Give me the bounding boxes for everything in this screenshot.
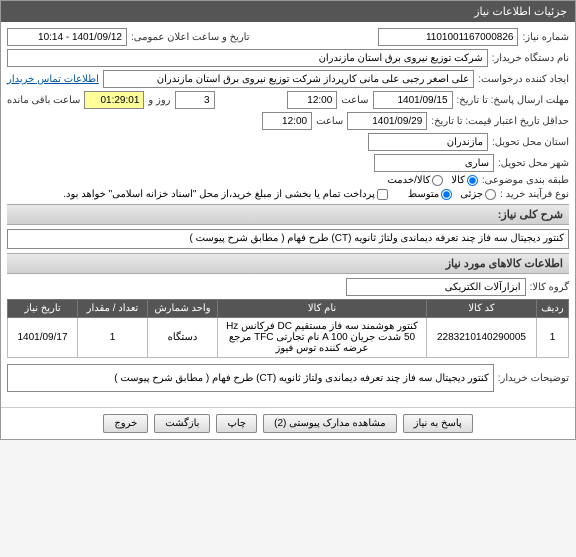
deadline-date-field: 1401/09/15	[373, 91, 453, 109]
print-button[interactable]: چاپ	[216, 414, 257, 433]
class-label: طبقه بندی موضوعی:	[482, 175, 569, 186]
radio-goods-input[interactable]	[467, 175, 478, 186]
buyer-notes-field: کنتور دیجیتال سه فاز چند تعرفه دیماندی و…	[7, 364, 494, 392]
time-label-1: ساعت	[341, 95, 368, 106]
buyer-notes-label: توضیحات خریدار:	[498, 373, 569, 384]
buyer-label: نام دستگاه خریدار:	[492, 53, 569, 64]
col-code: کد کالا	[427, 300, 537, 318]
valid-time-field: 12:00	[262, 112, 312, 130]
button-bar: پاسخ به نیاز مشاهده مدارک پیوستی (2) چاپ…	[1, 407, 575, 439]
attachments-button[interactable]: مشاهده مدارک پیوستی (2)	[263, 414, 397, 433]
need-no-label: شماره نیاز:	[522, 32, 569, 43]
deadline-label: مهلت ارسال پاسخ: تا تاریخ:	[457, 95, 569, 106]
need-no-field: 1101001167000826	[378, 28, 518, 46]
buytype-label: نوع فرآیند خرید :	[500, 189, 569, 200]
deadline-time-field: 12:00	[287, 91, 337, 109]
days-label: روز و	[148, 95, 170, 106]
group-field: ابزارآلات الکتریکی	[346, 278, 526, 296]
cell-unit: دستگاه	[148, 318, 218, 358]
buytype-radio-group: جزئی متوسط	[408, 189, 496, 200]
cell-qty: 1	[78, 318, 148, 358]
province-field: مازندران	[368, 133, 488, 151]
pub-datetime-field: 1401/09/12 - 10:14	[7, 28, 127, 46]
time-label-2: ساعت	[316, 116, 343, 127]
back-button[interactable]: بازگشت	[154, 414, 210, 433]
treasury-checkbox[interactable]	[377, 189, 388, 200]
treasury-text: پرداخت تمام یا بخشی از مبلغ خرید،از محل …	[63, 189, 375, 200]
section-overall-desc: شرح کلی نیاز:	[7, 204, 569, 225]
remain-label: ساعت باقی مانده	[7, 95, 80, 106]
pub-datetime-label: تاریخ و ساعت اعلان عمومی:	[131, 32, 250, 43]
items-table: ردیف کد کالا نام کالا واحد شمارش تعداد /…	[7, 299, 569, 358]
cell-name: کنتور هوشمند سه فاز مستقیم DC فرکانس Hz …	[218, 318, 427, 358]
valid-label: حداقل تاریخ اعتبار قیمت: تا تاریخ:	[431, 116, 569, 127]
group-label: گروه کالا:	[530, 282, 569, 293]
section-items: اطلاعات کالاهای مورد نیاز	[7, 253, 569, 274]
contact-link[interactable]: اطلاعات تماس خریدار	[7, 74, 99, 85]
need-details-window: جزئیات اطلاعات نیاز شماره نیاز: 11010011…	[0, 0, 576, 440]
col-name: نام کالا	[218, 300, 427, 318]
table-row[interactable]: 1 2283210140290005 کنتور هوشمند سه فاز م…	[8, 318, 569, 358]
city-field: ساری	[374, 154, 494, 172]
exit-button[interactable]: خروج	[103, 414, 148, 433]
radio-goods[interactable]: کالا	[451, 175, 478, 186]
creator-field: علی اصغر رجبی علی مانی کارپرداز شرکت توز…	[103, 70, 474, 88]
radio-medium[interactable]: متوسط	[408, 189, 452, 200]
col-date: تاریخ نیاز	[8, 300, 78, 318]
radio-medium-input[interactable]	[441, 189, 452, 200]
province-label: استان محل تحویل:	[492, 137, 569, 148]
col-qty: تعداد / مقدار	[78, 300, 148, 318]
cell-row: 1	[537, 318, 569, 358]
respond-button[interactable]: پاسخ به نیاز	[403, 414, 473, 433]
time-remaining-field: 01:29:01	[84, 91, 144, 109]
col-row: ردیف	[537, 300, 569, 318]
radio-service-input[interactable]	[432, 175, 443, 186]
cell-date: 1401/09/17	[8, 318, 78, 358]
class-radio-group: کالا کالا/خدمت	[387, 175, 477, 186]
col-unit: واحد شمارش	[148, 300, 218, 318]
buyer-field: شرکت توزیع نیروی برق استان مازندران	[7, 49, 488, 67]
treasury-checkbox-label[interactable]: پرداخت تمام یا بخشی از مبلغ خرید،از محل …	[63, 189, 388, 200]
days-remaining-field: 3	[175, 91, 215, 109]
overall-desc-field: کنتور دیجیتال سه فاز چند تعرفه دیماندی و…	[7, 229, 569, 249]
valid-date-field: 1401/09/29	[347, 112, 427, 130]
window-titlebar: جزئیات اطلاعات نیاز	[1, 1, 575, 22]
creator-label: ایجاد کننده درخواست:	[478, 74, 569, 85]
form-content: شماره نیاز: 1101001167000826 تاریخ و ساع…	[1, 22, 575, 401]
radio-service[interactable]: کالا/خدمت	[387, 175, 443, 186]
city-label: شهر محل تحویل:	[498, 158, 569, 169]
radio-small[interactable]: جزئی	[460, 189, 496, 200]
cell-code: 2283210140290005	[427, 318, 537, 358]
window-title: جزئیات اطلاعات نیاز	[474, 6, 567, 18]
radio-small-input[interactable]	[485, 189, 496, 200]
